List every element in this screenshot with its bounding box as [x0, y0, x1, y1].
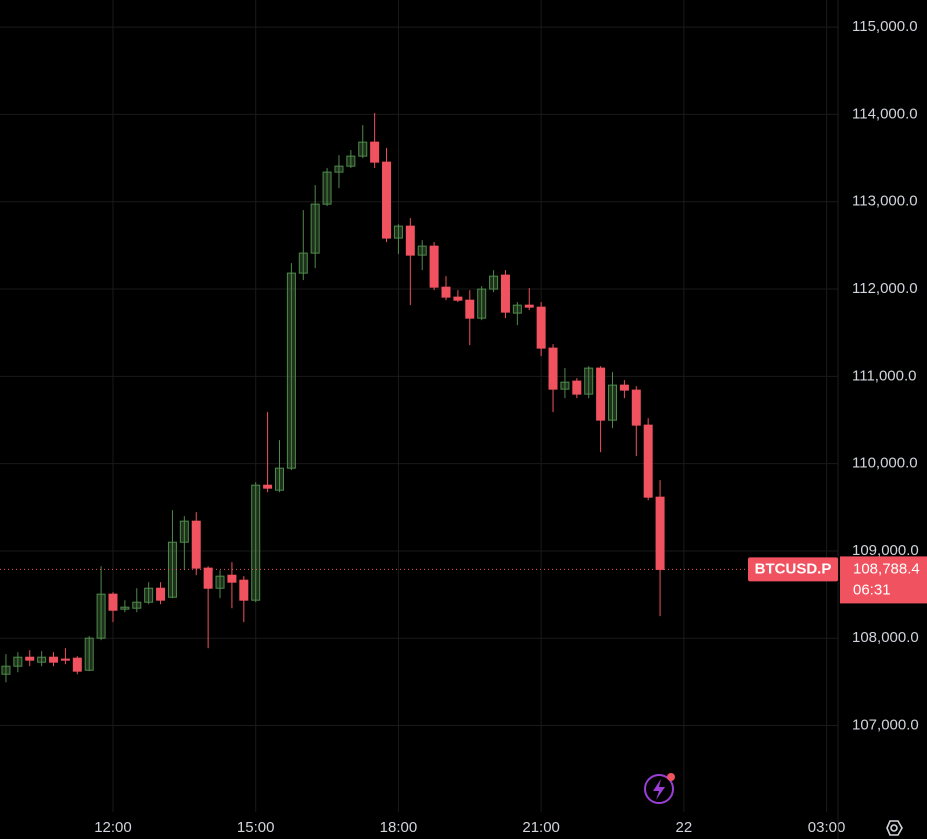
candle-body — [393, 225, 403, 239]
x-tick-label: 15:00 — [237, 819, 275, 836]
candle-body — [453, 296, 463, 301]
candle-body — [536, 306, 546, 349]
candle-body — [382, 161, 392, 239]
candle-body — [560, 381, 570, 390]
candle-body — [370, 141, 380, 163]
candle-body — [310, 203, 320, 254]
candle-body — [298, 252, 308, 274]
candle-body — [548, 347, 558, 390]
y-tick-label: 107,000.0 — [852, 717, 919, 734]
candle-body — [489, 275, 499, 290]
icon-hex — [886, 820, 903, 836]
candle-body — [13, 656, 23, 667]
candle-body — [286, 272, 296, 469]
y-tick-label: 115,000.0 — [852, 18, 918, 35]
candle-body — [132, 601, 142, 609]
candle-body — [512, 304, 522, 314]
candle-body — [227, 574, 237, 583]
candle-body — [263, 484, 273, 489]
candle-body — [37, 656, 47, 663]
candle-body — [274, 467, 284, 491]
candle-body — [346, 155, 356, 167]
y-tick-label: 110,000.0 — [852, 455, 918, 472]
candle-body — [203, 567, 213, 589]
candle-body — [251, 484, 261, 601]
settings-icon[interactable] — [886, 820, 903, 836]
y-tick-label: 111,000.0 — [852, 367, 917, 384]
candle-body — [655, 496, 665, 570]
candle-body — [144, 587, 154, 603]
y-tick-label: 114,000.0 — [852, 105, 918, 122]
countdown-label: 06:31 — [853, 581, 891, 598]
candle-body — [108, 593, 118, 611]
x-tick-label: 12:00 — [94, 819, 132, 836]
candle-body — [608, 384, 618, 421]
candle-body — [25, 656, 35, 661]
candle-body — [524, 304, 534, 308]
icon-dot — [667, 773, 675, 781]
candle-body — [215, 575, 225, 589]
candle-body — [358, 141, 368, 157]
candle-body — [596, 367, 606, 421]
y-tick-label: 108,000.0 — [852, 629, 919, 646]
candle-body — [429, 245, 439, 288]
candle-body — [179, 520, 189, 543]
candle-body — [84, 637, 94, 671]
candle-body — [631, 389, 641, 426]
candle-body — [60, 658, 70, 661]
candle-body — [465, 299, 475, 319]
symbol-label: BTCUSD.P — [755, 560, 832, 577]
candle-body — [572, 380, 582, 395]
x-tick-label: 18:00 — [380, 819, 418, 836]
y-tick-label: 112,000.0 — [852, 280, 918, 297]
price-label: 108,788.4 — [853, 560, 920, 577]
icon-center — [890, 824, 898, 832]
candle-body — [405, 225, 415, 256]
candle-body — [619, 384, 629, 391]
price-tag — [840, 556, 927, 604]
candle-body — [334, 165, 344, 173]
icon-bolt — [653, 779, 665, 800]
candle-body — [441, 286, 451, 298]
y-tick-label: 109,000.0 — [852, 542, 919, 559]
candle-body — [1, 665, 11, 675]
candle-body — [322, 171, 332, 205]
candle-body — [96, 593, 106, 639]
candle-body — [584, 367, 594, 395]
candle-body — [500, 274, 510, 313]
candle-body — [477, 288, 487, 319]
candle-body — [239, 579, 249, 601]
y-tick-label: 113,000.0 — [852, 193, 918, 210]
candle-body — [156, 587, 166, 601]
icon-ring — [644, 774, 674, 804]
candle-body — [49, 656, 59, 663]
x-tick-label: 21:00 — [522, 819, 560, 836]
x-tick-label: 03:00 — [808, 819, 846, 836]
candle-body — [72, 657, 82, 672]
candle-body — [417, 245, 427, 256]
alert-icon[interactable] — [644, 773, 675, 804]
candle-body — [120, 606, 130, 610]
candle-body — [643, 424, 653, 498]
candle-body — [191, 520, 201, 569]
x-tick-label: 22 — [676, 819, 693, 836]
symbol-tag — [748, 557, 838, 582]
